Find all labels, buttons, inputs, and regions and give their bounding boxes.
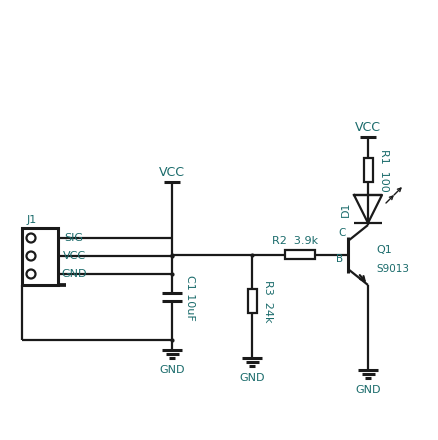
Circle shape [27, 234, 35, 242]
Bar [247, 290, 257, 313]
Text: GND: GND [159, 365, 185, 375]
Text: C: C [338, 228, 346, 238]
Text: R1  100: R1 100 [379, 149, 389, 191]
Text: C1 10uF: C1 10uF [185, 275, 195, 320]
Text: R2  3.9k: R2 3.9k [272, 236, 318, 246]
Bar [22, 228, 58, 285]
Text: S9013: S9013 [376, 264, 409, 274]
Text: J1: J1 [27, 215, 37, 225]
Text: B: B [336, 254, 343, 264]
Text: Q1: Q1 [376, 245, 392, 255]
Text: VCC: VCC [159, 165, 185, 179]
Text: GND: GND [61, 269, 87, 279]
Bar [364, 158, 372, 182]
Text: D1: D1 [341, 201, 351, 217]
Text: VCC: VCC [355, 121, 381, 133]
Text: SIG: SIG [64, 233, 84, 243]
Text: VCC: VCC [63, 251, 85, 261]
Text: GND: GND [239, 373, 265, 383]
Text: GND: GND [355, 385, 381, 395]
Circle shape [27, 252, 35, 260]
Circle shape [27, 269, 35, 279]
Bar [285, 250, 315, 260]
Text: R3  24k: R3 24k [263, 280, 273, 323]
